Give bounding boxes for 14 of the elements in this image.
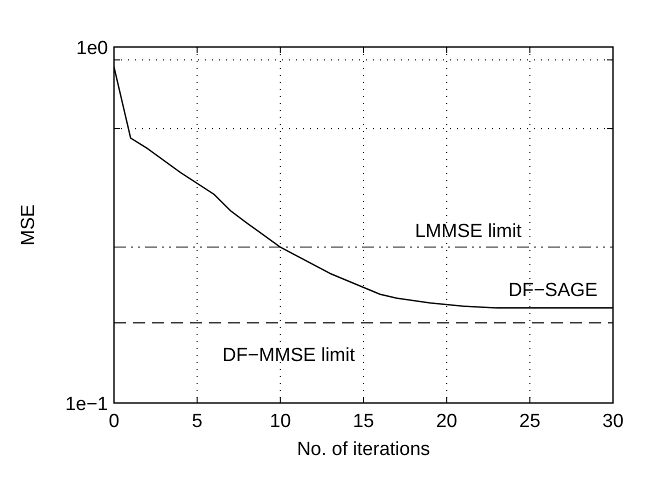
x-tick-label: 25	[519, 411, 540, 432]
x-tick-label: 0	[108, 411, 120, 432]
y-axis-title: MSE	[18, 204, 39, 246]
ref-line-label: LMMSE limit	[414, 221, 522, 242]
x-tick-label: 30	[602, 411, 624, 432]
y-tick-label: 1e0	[76, 38, 108, 59]
series-label: DF−SAGE	[508, 280, 598, 301]
x-tick-label: 15	[352, 411, 374, 432]
ref-line-label: DF−MMSE limit	[222, 344, 356, 366]
y-tick-label: 1e−1	[65, 394, 108, 415]
x-axis-title: No. of iterations	[296, 439, 430, 460]
x-tick-label: 10	[270, 411, 291, 432]
x-tick-label: 5	[192, 411, 202, 432]
x-tick-label: 20	[436, 411, 458, 432]
